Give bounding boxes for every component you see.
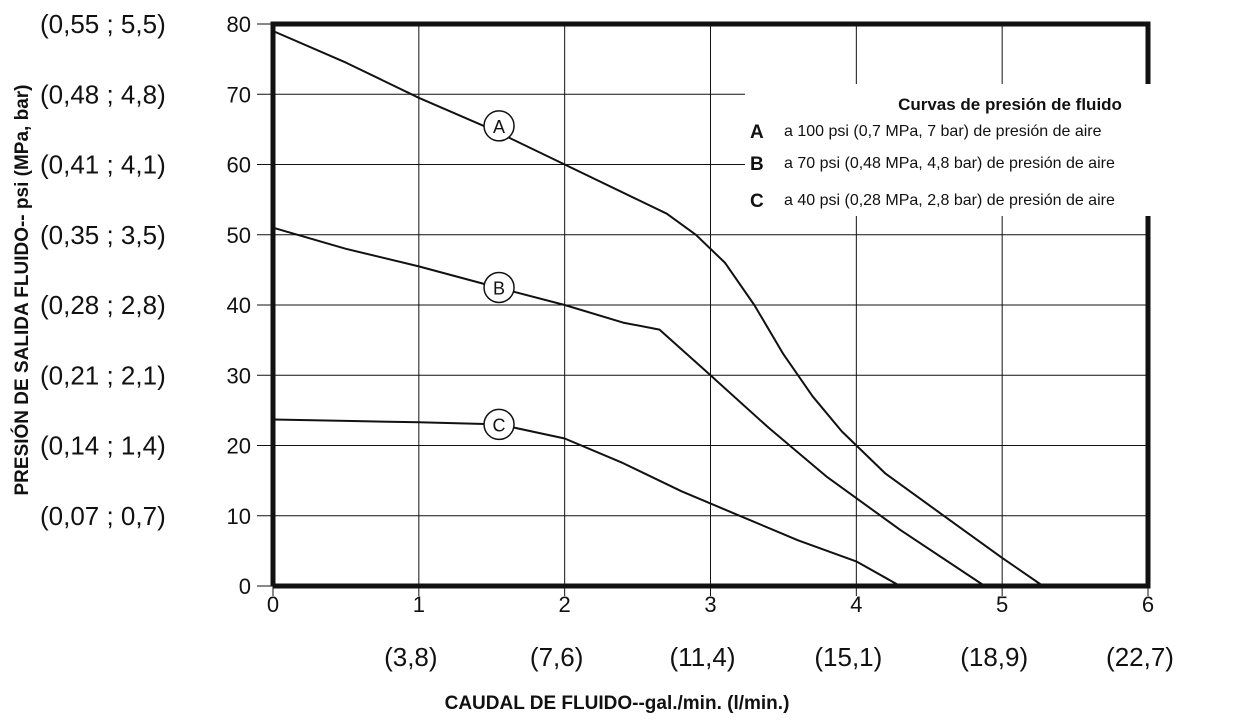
x-alt-tick-label: (18,9): [960, 642, 1028, 672]
plot-frame-top-left: [270, 21, 1151, 586]
y-axis-title: PRESIÓN DE SALIDA FLUIDO-- psi (MPa, bar…: [11, 85, 33, 496]
x-axis-title: CAUDAL DE FLUIDO--gal./min. (l/min.): [445, 693, 790, 714]
x-tick-label: 2: [559, 592, 571, 617]
legend-background: [745, 84, 1235, 216]
y-alt-tick-label: (0,14 ; 1,4): [40, 431, 166, 461]
series-label-c: C: [493, 415, 506, 435]
x-tick-label: 0: [267, 592, 279, 617]
x-tick-label: 5: [996, 592, 1008, 617]
y-alt-tick-label: (0,48 ; 4,8): [40, 79, 166, 109]
y-tick-label: 40: [227, 293, 251, 318]
series-label-b: B: [493, 278, 505, 298]
y-tick-label: 0: [239, 574, 251, 599]
series-line-c: [272, 418, 901, 587]
y-alt-tick-label: (0,41 ; 4,1): [40, 150, 166, 180]
legend-entry-a: a 100 psi (0,7 MPa, 7 bar) de presión de…: [784, 123, 1102, 140]
y-tick-label: 60: [227, 153, 251, 178]
y-tick-label: 70: [227, 82, 251, 107]
y-alt-tick-label: (0,07 ; 0,7): [40, 501, 166, 531]
y-alt-tick-label: (0,35 ; 3,5): [40, 220, 166, 250]
y-tick-label: 10: [227, 504, 251, 529]
x-tick-label: 4: [850, 592, 862, 617]
plot-frame-bottom-right: [273, 216, 1151, 589]
x-alt-tick-label: (15,1): [814, 642, 882, 672]
x-alt-tick-label: (3,8): [384, 642, 437, 672]
x-tick-label: 6: [1142, 592, 1154, 617]
x-alt-tick-label: (22,7): [1106, 642, 1174, 672]
series-line-b: [272, 226, 986, 587]
x-tick-label: 1: [413, 592, 425, 617]
legend-entry-b: a 70 psi (0,48 MPa, 4,8 bar) de presión …: [784, 155, 1115, 172]
series-label-circle-a: [483, 110, 515, 142]
y-tick-label: 20: [227, 434, 251, 459]
x-alt-tick-label: (7,6): [530, 642, 583, 672]
y-tick-label: 30: [227, 363, 251, 388]
y-tick-label: 80: [227, 12, 251, 37]
series-label-circle-b: [483, 271, 515, 304]
series-line-a: [272, 30, 1044, 587]
x-tick-label: 3: [704, 592, 716, 617]
legend-key-b: B: [750, 154, 764, 175]
x-alt-tick-label: (11,4): [670, 642, 736, 672]
y-alt-tick-label: (0,21 ; 2,1): [40, 360, 166, 390]
series-label-circle-c: [483, 408, 515, 441]
legend-title: Curvas de presión de fluido: [898, 95, 1122, 114]
legend-key-a: A: [750, 122, 764, 143]
legend-key-c: C: [750, 191, 764, 212]
y-alt-tick-label: (0,55 ; 5,5): [40, 9, 166, 39]
series-label-a: A: [493, 117, 505, 137]
y-alt-tick-label: (0,28 ; 2,8): [40, 290, 166, 320]
legend-entry-c: a 40 psi (0,28 MPa, 2,8 bar) de presión …: [784, 192, 1115, 209]
y-tick-label: 50: [227, 223, 251, 248]
